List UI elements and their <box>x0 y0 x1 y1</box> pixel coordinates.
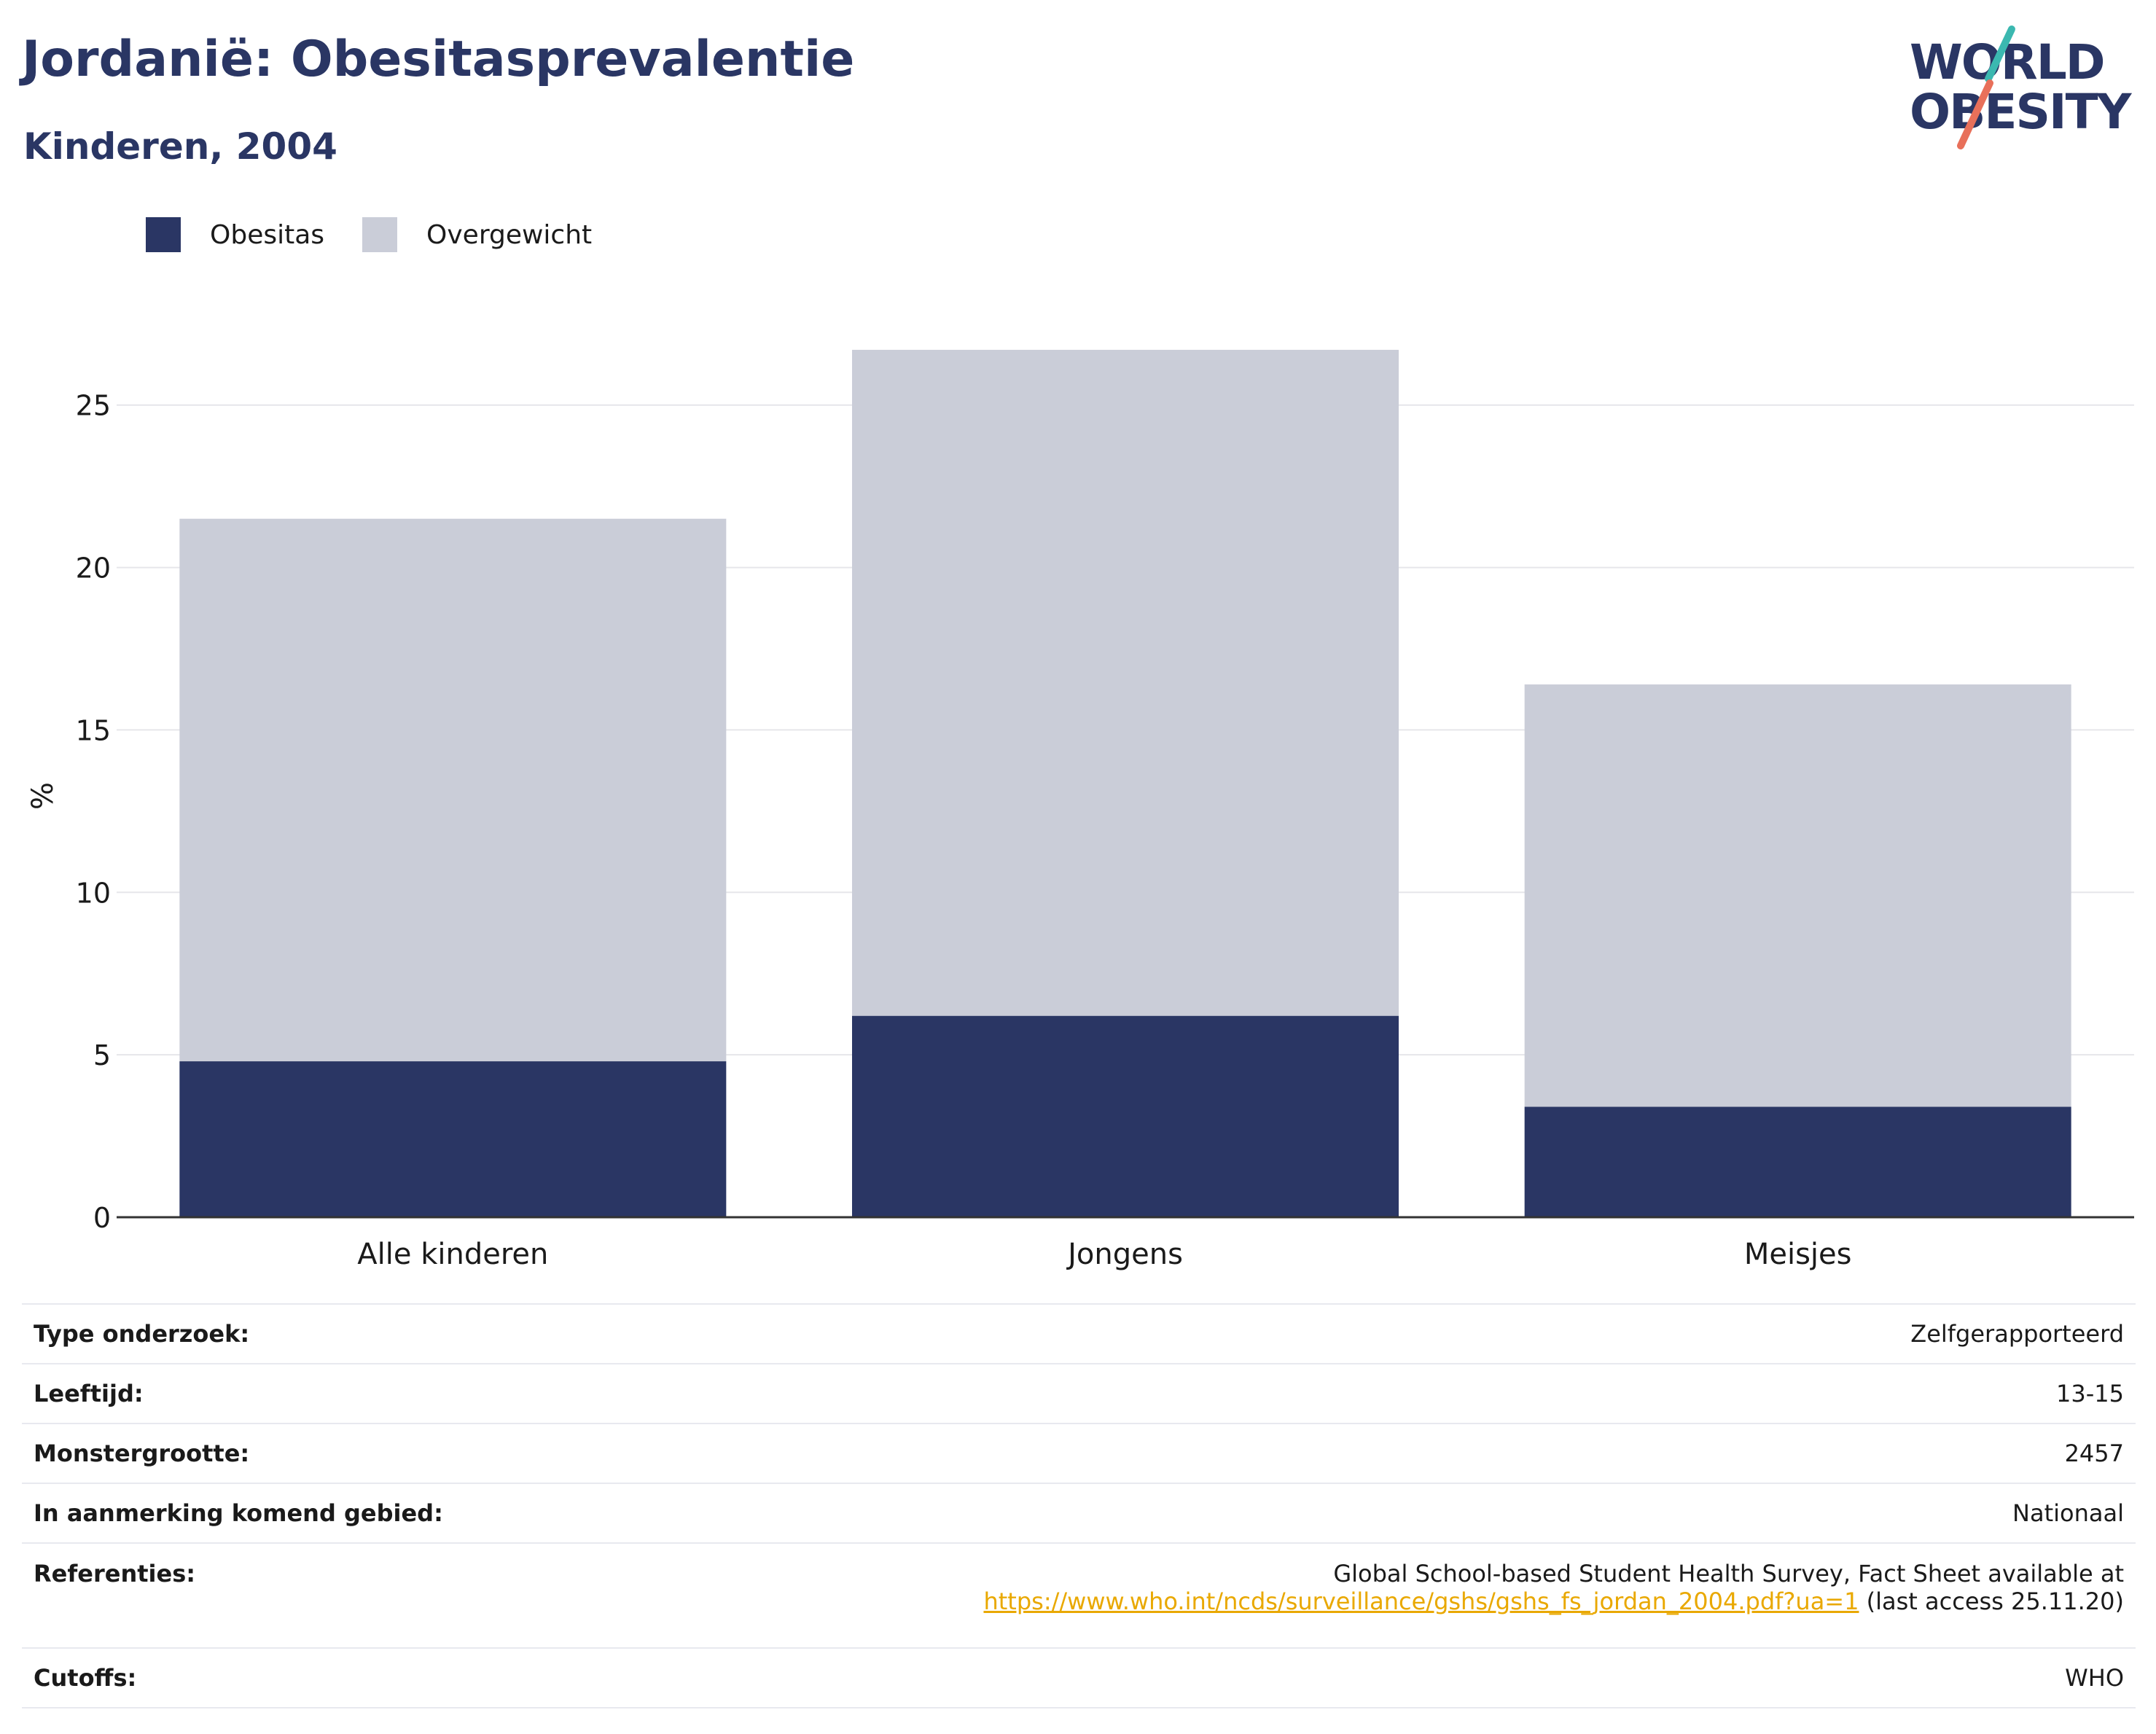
page-title: Jordanië: Obesitasprevalentie <box>22 31 855 88</box>
reference-text: Global School-based Student Health Surve… <box>1333 1560 2124 1587</box>
bar-overgewicht-2[interactable] <box>1524 684 2071 1107</box>
reference-access-note: (last access 25.11.20) <box>1859 1587 2124 1615</box>
legend-swatch-overgewicht <box>362 217 398 252</box>
prevalence-bar-chart: 0 5 10 15 20 25 Alle kinderen Jongens Meisjes % <box>26 349 2134 1271</box>
info-key: In aanmerking komend gebied: <box>22 1483 595 1543</box>
y-tick-label: 0 <box>93 1202 111 1234</box>
world-obesity-logo: WORLD OBESITY <box>1910 26 2134 149</box>
info-key: Type onderzoek: <box>22 1303 595 1364</box>
info-key: Cutoffs: <box>22 1647 595 1708</box>
reference-link[interactable]: https://www.who.int/ncds/surveillance/gs… <box>983 1587 1859 1615</box>
survey-info-table: Type onderzoek: Zelfgerapporteerd Leefti… <box>22 1303 2136 1708</box>
y-tick-label: 5 <box>93 1039 111 1071</box>
y-tick-label: 10 <box>76 877 111 909</box>
info-value: WHO <box>595 1647 2136 1708</box>
legend-item-obesitas[interactable]: Obesitas <box>146 217 324 252</box>
y-tick-label: 15 <box>76 714 111 746</box>
x-tick-label: Meisjes <box>1744 1238 1852 1271</box>
legend-label-obesitas: Obesitas <box>210 219 325 250</box>
info-value: 13-15 <box>595 1363 2136 1423</box>
bar-obesitas-1[interactable] <box>852 1015 1399 1217</box>
x-tick-label: Alle kinderen <box>357 1238 548 1271</box>
bar-obesitas-2[interactable] <box>1524 1106 2071 1217</box>
info-key: Leeftijd: <box>22 1363 595 1423</box>
info-value: 2457 <box>595 1423 2136 1483</box>
legend-label-overgewicht: Overgewicht <box>426 219 593 250</box>
info-row-references: Referenties: Global School-based Student… <box>22 1542 2136 1648</box>
logo-line-obesity: OBESITY <box>1910 84 2133 140</box>
reference-link-line: https://www.who.int/ncds/surveillance/gs… <box>606 1587 2124 1615</box>
logo-slash-bottom <box>1957 79 1993 149</box>
chart-legend: Obesitas Overgewicht <box>146 217 630 252</box>
legend-item-overgewicht[interactable]: Overgewicht <box>362 217 592 252</box>
info-value: Nationaal <box>595 1483 2136 1543</box>
info-row-sample-size: Monstergrootte: 2457 <box>22 1423 2136 1483</box>
info-key: Referenties: <box>22 1542 595 1648</box>
y-axis-label: % <box>26 782 60 810</box>
info-row-age: Leeftijd: 13-15 <box>22 1363 2136 1423</box>
info-row-survey-type: Type onderzoek: Zelfgerapporteerd <box>22 1303 2136 1364</box>
page-subtitle: Kinderen, 2004 <box>23 125 337 168</box>
info-row-area: In aanmerking komend gebied: Nationaal <box>22 1483 2136 1543</box>
bar-overgewicht-1[interactable] <box>852 349 1399 1016</box>
legend-swatch-obesitas <box>146 217 181 252</box>
y-tick-label: 20 <box>76 552 111 585</box>
bar-overgewicht-0[interactable] <box>179 518 727 1062</box>
info-row-cutoffs: Cutoffs: WHO <box>22 1647 2136 1708</box>
info-key: Monstergrootte: <box>22 1423 595 1483</box>
bar-obesitas-0[interactable] <box>179 1061 727 1217</box>
axes: 0 5 10 15 20 25 Alle kinderen Jongens Meisjes <box>76 390 2134 1271</box>
info-value-references: Global School-based Student Health Surve… <box>595 1542 2136 1648</box>
info-value: Zelfgerapporteerd <box>595 1303 2136 1364</box>
x-tick-label: Jongens <box>1066 1238 1183 1271</box>
y-tick-label: 25 <box>76 390 111 422</box>
bars <box>179 349 2071 1217</box>
logo-slash-top <box>1985 26 2015 82</box>
